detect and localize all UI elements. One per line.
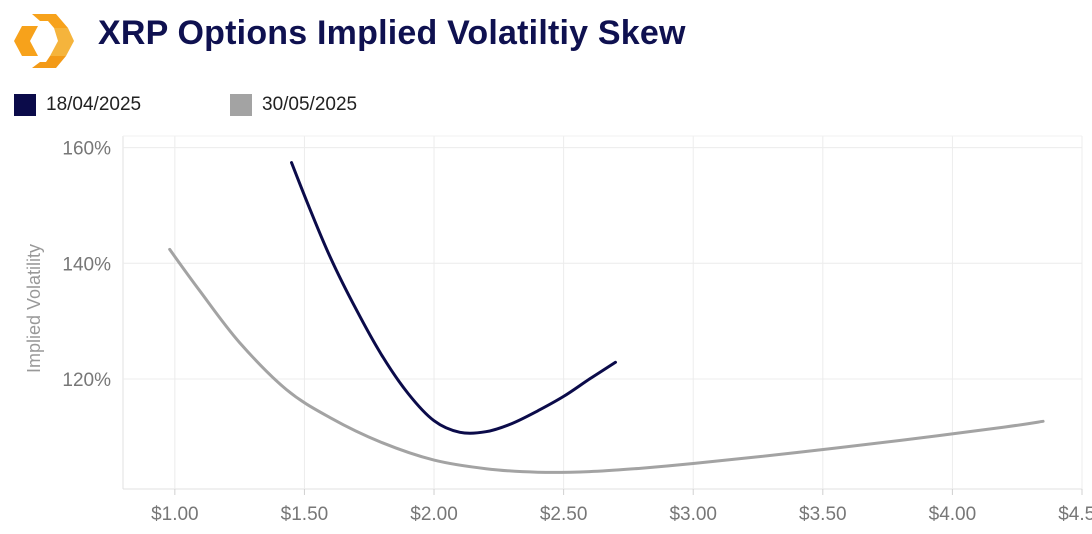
y-tick-label: 120% xyxy=(62,370,111,391)
y-axis-label: Implied Volatility xyxy=(24,244,44,373)
x-tick-label: $1.50 xyxy=(281,504,329,525)
y-tick-label: 160% xyxy=(62,139,111,160)
legend-swatch-series-1 xyxy=(14,94,36,116)
x-tick-label: $3.00 xyxy=(669,504,717,525)
orange-hexagon-logo-icon xyxy=(14,14,74,68)
legend-item-series-1: 18/04/2025 xyxy=(14,94,141,116)
series-line-1 xyxy=(290,161,617,435)
series-line-2 xyxy=(168,247,1045,474)
legend-label-series-1: 18/04/2025 xyxy=(46,94,142,115)
x-tick-label: $4.50 xyxy=(1058,504,1092,525)
chart-title: XRP Options Implied Volatiltiy Skew xyxy=(98,14,686,52)
x-tick-label: $2.00 xyxy=(410,504,458,525)
x-tick-label: $1.00 xyxy=(151,504,199,525)
x-tick-label: $2.50 xyxy=(540,504,588,525)
legend-item-series-2: 30/05/2025 xyxy=(230,94,357,116)
legend-label-series-2: 30/05/2025 xyxy=(262,94,358,115)
legend-swatch-series-2 xyxy=(230,94,252,116)
logo xyxy=(12,10,76,72)
x-tick-label: $3.50 xyxy=(799,504,847,525)
y-tick-label: 140% xyxy=(62,254,111,275)
x-tick-label: $4.00 xyxy=(929,504,977,525)
